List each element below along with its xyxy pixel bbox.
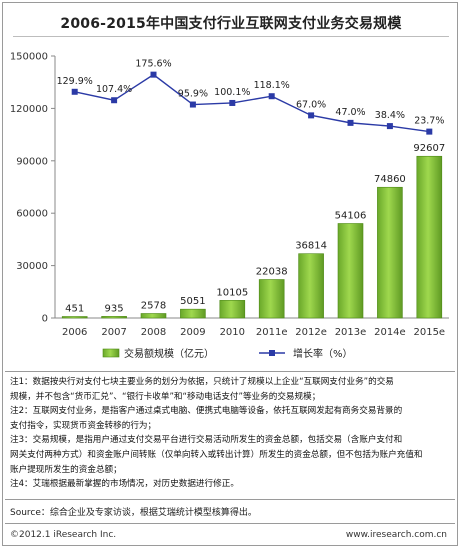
growth-point xyxy=(229,99,236,106)
y-tick-label: 30000 xyxy=(16,261,48,272)
bar xyxy=(140,313,167,319)
copyright: ©2012.1 iResearch Inc. xyxy=(10,530,117,540)
growth-value-label: 118.1% xyxy=(254,80,290,91)
bar xyxy=(337,223,364,319)
bar-value-label: 451 xyxy=(65,304,84,315)
x-tick-label: 2015e xyxy=(413,327,445,338)
growth-value-label: 129.9% xyxy=(57,76,93,87)
bar xyxy=(258,279,285,319)
growth-point xyxy=(71,88,78,95)
growth-value-label: 175.6% xyxy=(135,59,171,70)
note-line: 支付指令，实现货币资金转移的行为； xyxy=(10,420,157,431)
y-tick-label: 90000 xyxy=(16,156,48,167)
bar-value-label: 2578 xyxy=(141,300,166,311)
bar-value-label: 36814 xyxy=(295,241,327,252)
legend-bar-swatch xyxy=(102,348,120,358)
figure-frame: 2006-2015年中国支付行业互联网支付业务交易规模 150000 120000… xyxy=(2,2,458,546)
y-tick-label: 150000 xyxy=(10,52,48,63)
bar xyxy=(219,300,246,319)
notes-bottom-rule xyxy=(5,499,455,500)
growth-value-label: 47.0% xyxy=(335,107,365,118)
legend-bar-label: 交易额规模（亿元） xyxy=(124,347,214,360)
x-tick-label: 2009 xyxy=(180,327,205,338)
notes-block: 注1：数据按央行对支付七块主要业务的划分为依据，只统计了规模以上企业“互联网支付… xyxy=(10,375,454,492)
bar xyxy=(416,155,443,319)
y-tick-label: 120000 xyxy=(10,104,48,115)
notes-top-rule xyxy=(5,371,455,372)
x-tick-label: 2010 xyxy=(220,327,245,338)
bar xyxy=(180,308,206,319)
x-tick-label: 2012e xyxy=(295,327,327,338)
x-tick-label: 2007 xyxy=(101,327,126,338)
x-tick-label: 2014e xyxy=(374,327,406,338)
growth-value-label: 95.9% xyxy=(178,89,208,100)
bar xyxy=(101,316,127,319)
x-tick-label: 2013e xyxy=(335,327,367,338)
growth-point xyxy=(347,119,354,126)
growth-point xyxy=(150,71,157,78)
x-tick-label: 2011e xyxy=(256,327,288,338)
growth-point xyxy=(189,101,196,108)
y-tick-label: 0 xyxy=(42,314,48,325)
growth-value-label: 38.4% xyxy=(375,110,405,121)
note-line: 规模，并不包含“货币汇兑”、“银行卡收单”和“移动电话支付”等业务的交易规模； xyxy=(10,391,321,402)
bar-value-label: 5051 xyxy=(180,296,205,307)
website: www.iresearch.com.cn xyxy=(345,530,447,540)
bar-value-label: 935 xyxy=(105,303,124,314)
legend-line-label: 增长率（%） xyxy=(293,347,353,360)
growth-point xyxy=(426,128,433,135)
bar xyxy=(298,253,324,319)
growth-line xyxy=(74,73,430,133)
note-line: 注1：数据按央行对支付七块主要业务的划分为依据，只统计了规模以上企业“互联网支付… xyxy=(10,377,394,387)
bar-value-label: 22038 xyxy=(256,267,288,278)
note-line: 注2：互联网支付业务，是指客户通过桌式电脑、便携式电脑等设备，依托互联网发起有商… xyxy=(10,406,403,417)
note-line: 网关支付两种方式）和资金账户间转账（仅单向转入或转出计算）所发生的资金总额，但不… xyxy=(10,449,423,460)
source-text: Source：综合企业及专家访谈，根据艾瑞统计模型核算得出。 xyxy=(10,508,257,518)
note-line: 账户提现所发生的资金总额； xyxy=(10,464,122,475)
bar-value-label: 10105 xyxy=(216,287,248,298)
y-tick-label: 60000 xyxy=(16,209,48,220)
x-tick-label: 2008 xyxy=(141,327,166,338)
title-divider xyxy=(13,36,449,37)
growth-value-label: 67.0% xyxy=(296,99,326,110)
growth-value-label: 107.4% xyxy=(96,84,132,95)
growth-point xyxy=(268,93,275,100)
footer-rule xyxy=(5,523,455,524)
x-tick-label: 2006 xyxy=(62,327,87,338)
growth-value-label: 23.7% xyxy=(414,116,444,127)
bar-value-label: 92607 xyxy=(413,143,445,154)
growth-point xyxy=(308,112,315,119)
bar-value-label: 74860 xyxy=(374,174,406,185)
legend-line-marker xyxy=(269,350,275,356)
bar xyxy=(61,316,88,319)
note-line: 注3：交易规模，是指用户通过支付交易平台进行交易活动所发生的资金总额，包括交易（… xyxy=(10,435,403,446)
bar-value-label: 54106 xyxy=(335,210,367,221)
growth-point xyxy=(386,123,393,130)
growth-point xyxy=(111,97,118,104)
chart: 150000 120000 90000 60000 30000 0 451 935 2578 5… xyxy=(10,52,449,360)
growth-value-label: 100.1% xyxy=(214,87,250,98)
note-line: 注4：艾瑞根据最新掌握的市场情况，对历史数据进行修正。 xyxy=(10,479,239,490)
chart-title: 2006-2015年中国支付行业互联网支付业务交易规模 xyxy=(60,16,402,32)
bar xyxy=(377,186,403,319)
